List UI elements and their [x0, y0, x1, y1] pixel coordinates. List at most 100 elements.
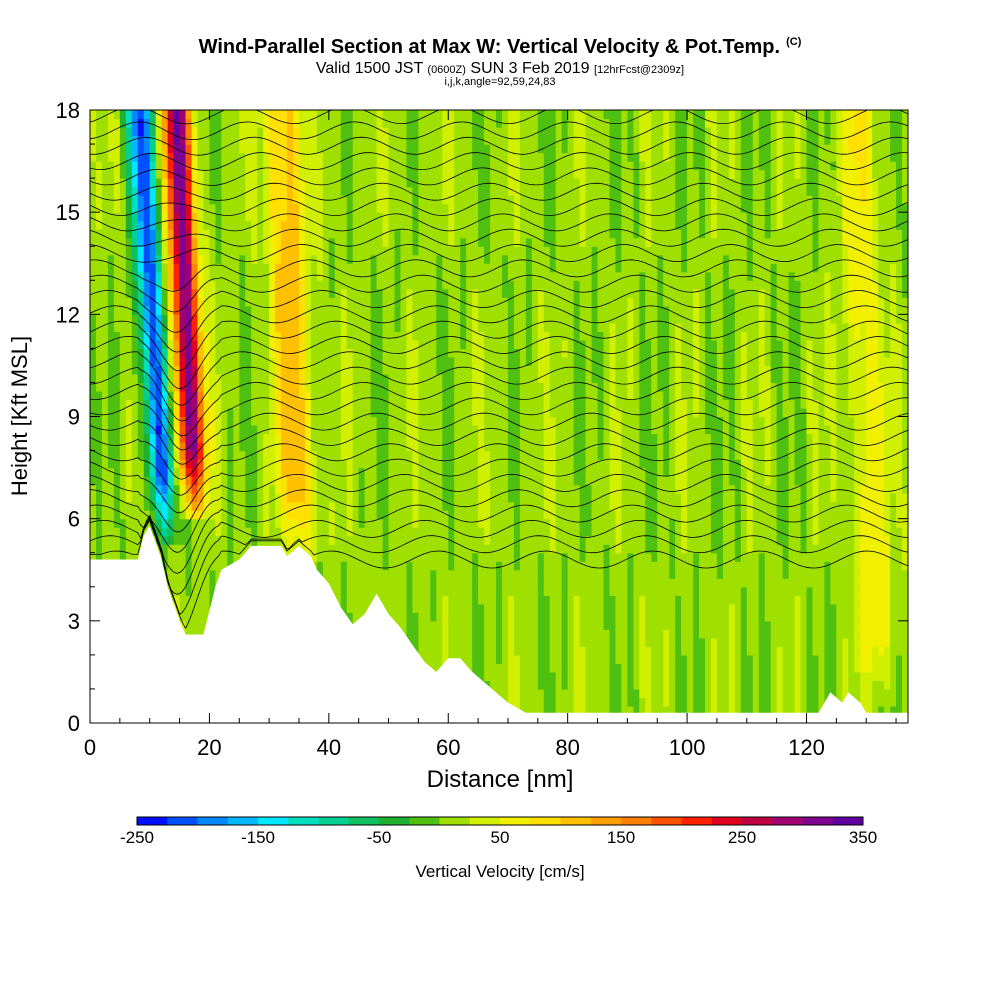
velocity-cell	[382, 518, 390, 528]
velocity-cell	[101, 390, 109, 401]
velocity-cell	[418, 169, 425, 179]
velocity-cell	[376, 425, 384, 435]
velocity-cell	[478, 118, 485, 128]
velocity-cell	[400, 518, 408, 528]
velocity-cell	[221, 399, 228, 409]
velocity-cell	[101, 467, 109, 477]
velocity-cell	[478, 544, 485, 554]
velocity-cell	[418, 118, 425, 128]
velocity-cell	[484, 535, 491, 545]
velocity-cell	[430, 620, 437, 630]
velocity-cell	[454, 263, 461, 273]
velocity-cell	[448, 339, 455, 349]
velocity-cell	[430, 629, 437, 639]
velocity-cell	[496, 603, 503, 613]
velocity-cell	[340, 578, 348, 588]
velocity-cell	[90, 220, 97, 230]
velocity-cell	[382, 144, 390, 154]
velocity-cell	[316, 237, 324, 247]
velocity-cell	[430, 569, 437, 579]
velocity-cell	[149, 229, 157, 239]
velocity-cell	[472, 654, 479, 665]
velocity-cell	[430, 348, 437, 358]
velocity-cell	[352, 297, 360, 307]
velocity-cell	[90, 535, 97, 545]
velocity-cell	[376, 552, 384, 562]
velocity-cell	[209, 178, 216, 188]
velocity-cell	[496, 510, 503, 520]
velocity-cell	[352, 305, 360, 315]
velocity-cell	[454, 535, 461, 545]
velocity-cell	[275, 127, 282, 137]
velocity-cell	[352, 442, 360, 452]
velocity-cell	[466, 569, 473, 579]
velocity-cell	[442, 356, 449, 367]
velocity-cell	[466, 620, 473, 630]
velocity-cell	[107, 169, 115, 179]
velocity-cell	[239, 339, 246, 349]
velocity-cell	[436, 510, 443, 520]
velocity-cell	[197, 416, 205, 426]
velocity-cell	[298, 407, 306, 418]
velocity-cell	[388, 467, 396, 477]
velocity-cell	[131, 246, 139, 256]
velocity-cell	[316, 552, 324, 562]
velocity-cell	[478, 203, 485, 213]
velocity-cell	[131, 356, 139, 367]
velocity-cell	[436, 288, 443, 298]
velocity-cell	[484, 382, 491, 392]
velocity-cell	[203, 390, 211, 401]
velocity-cell	[490, 110, 497, 120]
velocity-cell	[370, 288, 378, 298]
velocity-cell	[466, 356, 473, 367]
velocity-cell	[215, 527, 222, 537]
velocity-cell	[418, 620, 425, 630]
velocity-cell	[460, 178, 467, 188]
velocity-cell	[191, 629, 199, 639]
velocity-cell	[287, 186, 294, 196]
velocity-cell	[298, 365, 306, 375]
velocity-cell	[496, 442, 503, 452]
velocity-cell	[424, 305, 431, 315]
velocity-cell	[101, 510, 109, 520]
velocity-cell	[227, 229, 234, 239]
velocity-cell	[490, 399, 497, 409]
velocity-cell	[328, 280, 336, 290]
velocity-cell	[233, 484, 240, 494]
velocity-cell	[436, 561, 443, 571]
velocity-cell	[406, 595, 414, 605]
velocity-cell	[90, 510, 97, 520]
velocity-cell	[281, 135, 288, 145]
velocity-cell	[179, 442, 187, 452]
velocity-cell	[400, 620, 408, 630]
velocity-cell	[155, 263, 163, 273]
velocity-cell	[137, 476, 145, 486]
velocity-cell	[436, 527, 443, 537]
velocity-cell	[173, 561, 181, 571]
velocity-cell	[90, 518, 97, 528]
velocity-cell	[149, 280, 157, 290]
velocity-cell	[179, 373, 187, 384]
velocity-cell	[287, 476, 294, 486]
velocity-cell	[400, 586, 408, 596]
velocity-cell	[173, 229, 181, 239]
velocity-cell	[119, 203, 127, 213]
velocity-cell	[466, 161, 473, 171]
velocity-cell	[328, 220, 336, 230]
velocity-cell	[149, 288, 157, 298]
velocity-cell	[90, 195, 97, 205]
velocity-cell	[346, 118, 354, 128]
velocity-cell	[143, 297, 151, 307]
velocity-cell	[466, 399, 473, 409]
velocity-cell	[370, 527, 378, 537]
velocity-cell	[490, 620, 497, 630]
velocity-cell	[316, 297, 324, 307]
velocity-cell	[340, 263, 348, 273]
velocity-cell	[400, 135, 408, 145]
velocity-cell	[149, 493, 157, 503]
velocity-cell	[418, 450, 425, 460]
velocity-cell	[316, 305, 324, 315]
velocity-cell	[269, 297, 276, 307]
velocity-cell	[119, 161, 127, 171]
velocity-cell	[376, 186, 384, 196]
